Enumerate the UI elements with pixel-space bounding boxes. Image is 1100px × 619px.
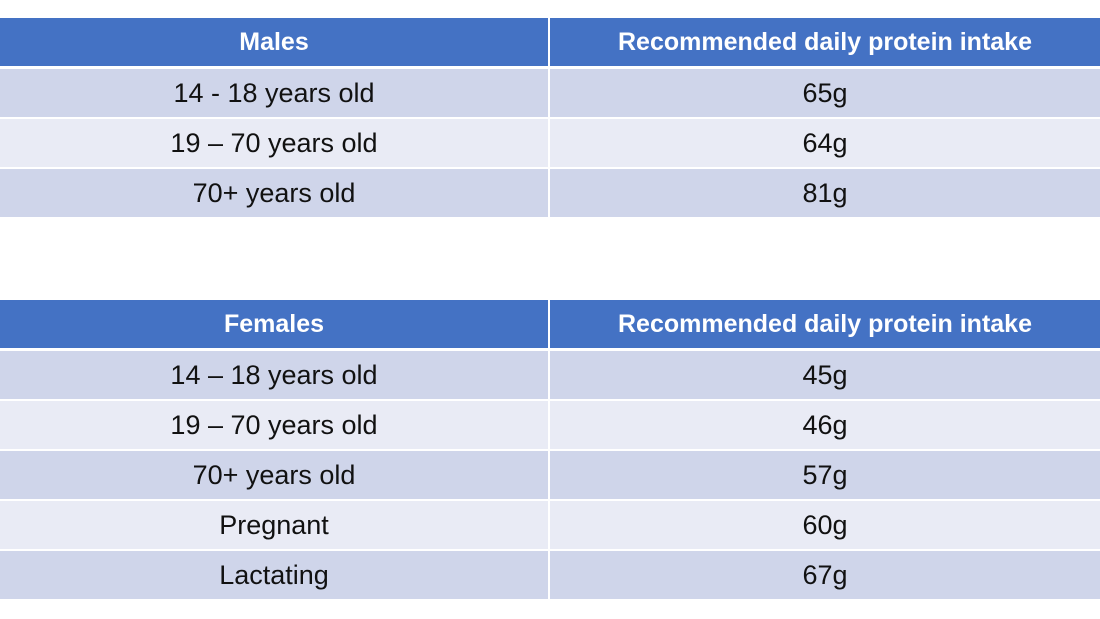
table-row: 14 – 18 years old 45g — [0, 349, 1100, 401]
females-protein-table: Females Recommended daily protein intake… — [0, 300, 1100, 601]
group-cell: 19 – 70 years old — [0, 400, 550, 451]
protein-value-cell: 45g — [549, 349, 1100, 401]
protein-value-cell: 46g — [549, 400, 1100, 451]
header-recommended-intake: Recommended daily protein intake — [549, 18, 1100, 69]
table-row: Pregnant 60g — [0, 500, 1100, 551]
table-row: 70+ years old 81g — [0, 168, 1100, 219]
table-row: 19 – 70 years old 64g — [0, 118, 1100, 169]
age-group-cell: 70+ years old — [0, 168, 550, 219]
protein-value-cell: 57g — [549, 450, 1100, 501]
table-row: 14 - 18 years old 65g — [0, 67, 1100, 119]
protein-value-cell: 81g — [549, 168, 1100, 219]
protein-value-cell: 67g — [549, 550, 1100, 601]
group-cell: 70+ years old — [0, 450, 550, 501]
age-group-cell: 14 - 18 years old — [0, 67, 550, 119]
table-header-row: Males Recommended daily protein intake — [0, 18, 1100, 69]
males-protein-table: Males Recommended daily protein intake 1… — [0, 18, 1100, 219]
age-group-cell: 19 – 70 years old — [0, 118, 550, 169]
protein-value-cell: 60g — [549, 500, 1100, 551]
header-group-females: Females — [0, 300, 550, 351]
table-row: 70+ years old 57g — [0, 450, 1100, 501]
table-row: 19 – 70 years old 46g — [0, 400, 1100, 451]
table-row: Lactating 67g — [0, 550, 1100, 601]
group-cell: Pregnant — [0, 500, 550, 551]
group-cell: 14 – 18 years old — [0, 349, 550, 401]
header-recommended-intake: Recommended daily protein intake — [549, 300, 1100, 351]
table-header-row: Females Recommended daily protein intake — [0, 300, 1100, 351]
protein-value-cell: 64g — [549, 118, 1100, 169]
protein-value-cell: 65g — [549, 67, 1100, 119]
group-cell: Lactating — [0, 550, 550, 601]
header-group-males: Males — [0, 18, 550, 69]
